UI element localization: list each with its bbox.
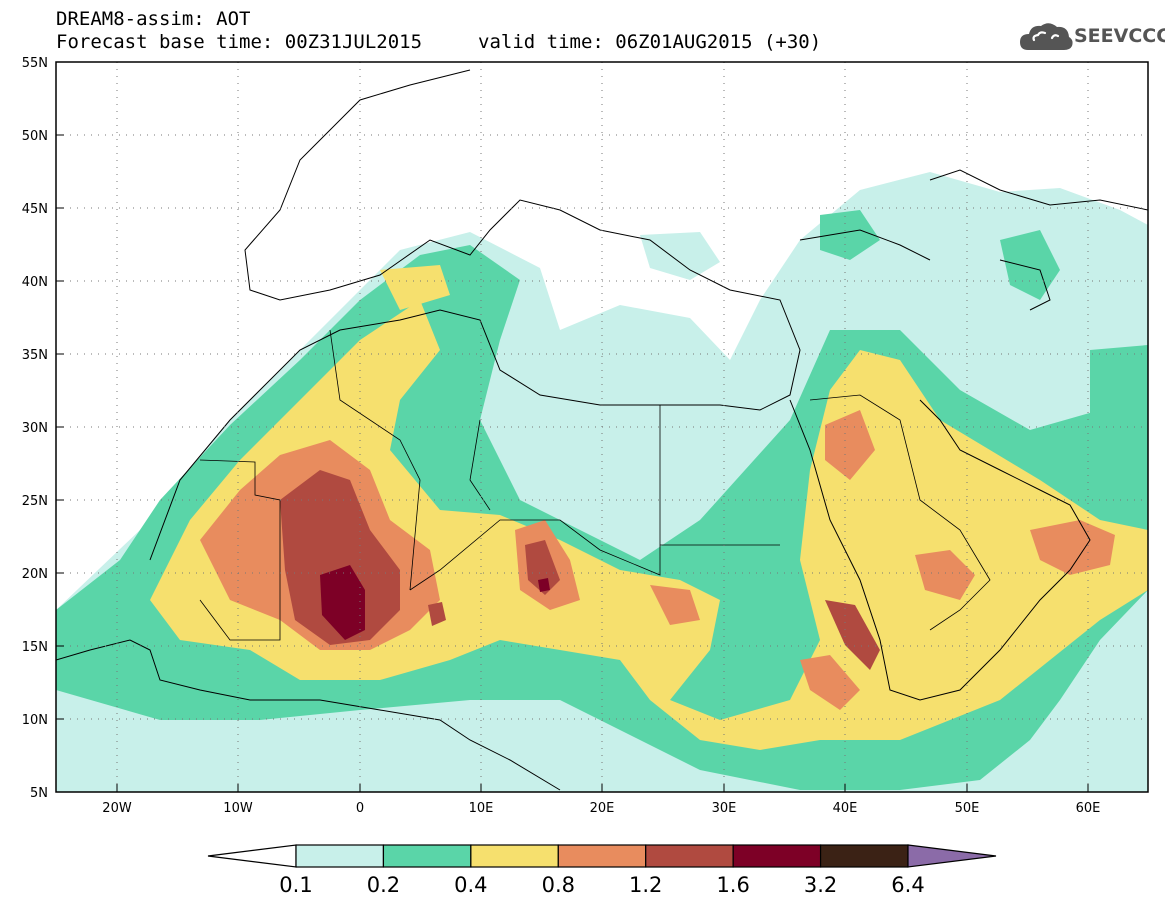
colorbar-label: 0.8 xyxy=(542,873,575,897)
lat-tick-label: 45N xyxy=(22,202,48,217)
colorbar-label: 0.2 xyxy=(367,873,400,897)
colorbar-segment xyxy=(207,844,297,868)
lon-tick-label: 40E xyxy=(833,801,858,816)
colorbar-label: 3.2 xyxy=(804,873,837,897)
coastlines xyxy=(56,69,1148,791)
lon-tick-labels: 20W 10W 0 10E 20E 30E 40E 50E 60E xyxy=(102,801,1100,816)
colorbar-label: 6.4 xyxy=(891,873,924,897)
cloud-icon xyxy=(1020,23,1073,50)
colorbar-segment xyxy=(295,844,385,868)
aot-band-0.4 xyxy=(150,265,1148,750)
lat-tick-label: 30N xyxy=(22,421,48,436)
colorbar-segment xyxy=(470,844,559,868)
colorbar-segment xyxy=(732,844,822,868)
lat-tick-label: 15N xyxy=(22,640,48,655)
colorbar-segment xyxy=(645,844,734,868)
colorbar-segment xyxy=(819,844,909,868)
lon-tick-label: 30E xyxy=(712,801,737,816)
graticule xyxy=(56,62,1148,792)
forecast-base-time: Forecast base time: 00Z31JUL2015 xyxy=(56,31,423,53)
lon-tick-label: 60E xyxy=(1076,801,1101,816)
lon-tick-label: 20W xyxy=(102,801,132,816)
valid-time: valid time: 06Z01AUG2015 (+30) xyxy=(478,31,822,53)
lon-tick-label: 50E xyxy=(955,801,980,816)
lat-tick-label: 20N xyxy=(22,567,48,582)
lat-tick-label: 35N xyxy=(22,348,48,363)
colorbar: 0.1 0.2 0.4 0.8 1.2 1.6 3.2 6.4 xyxy=(207,844,997,897)
lat-tick-labels: 55N 50N 45N 40N 35N 30N 25N 20N 15N 10N … xyxy=(22,56,48,801)
aot-band-1.6 xyxy=(320,565,550,640)
lat-tick-label: 55N xyxy=(22,56,48,71)
lat-tick-label: 40N xyxy=(22,275,48,290)
lon-tick-label: 10W xyxy=(223,801,253,816)
logo-text: SEEVCCC xyxy=(1074,25,1165,47)
tick-marks xyxy=(56,61,1089,793)
colorbar-label: 1.2 xyxy=(629,873,662,897)
colorbar-label: 0.4 xyxy=(454,873,487,897)
lat-tick-label: 5N xyxy=(30,786,48,801)
lat-tick-label: 10N xyxy=(22,713,48,728)
seevccc-logo: SEEVCCC xyxy=(1018,18,1165,58)
colorbar-label: 1.6 xyxy=(716,873,749,897)
aot-field xyxy=(56,172,1148,792)
lon-tick-label: 10E xyxy=(469,801,494,816)
lon-tick-label: 0 xyxy=(356,801,364,816)
colorbar-segment xyxy=(382,844,472,868)
aot-band-1.2 xyxy=(280,470,880,670)
lat-tick-label: 50N xyxy=(22,129,48,144)
lon-tick-label: 20E xyxy=(590,801,615,816)
map-title: DREAM8-assim: AOT xyxy=(56,8,251,30)
colorbar-segment xyxy=(557,844,647,868)
colorbar-segment xyxy=(907,844,997,868)
lat-tick-label: 25N xyxy=(22,494,48,509)
colorbar-label: 0.1 xyxy=(279,873,312,897)
